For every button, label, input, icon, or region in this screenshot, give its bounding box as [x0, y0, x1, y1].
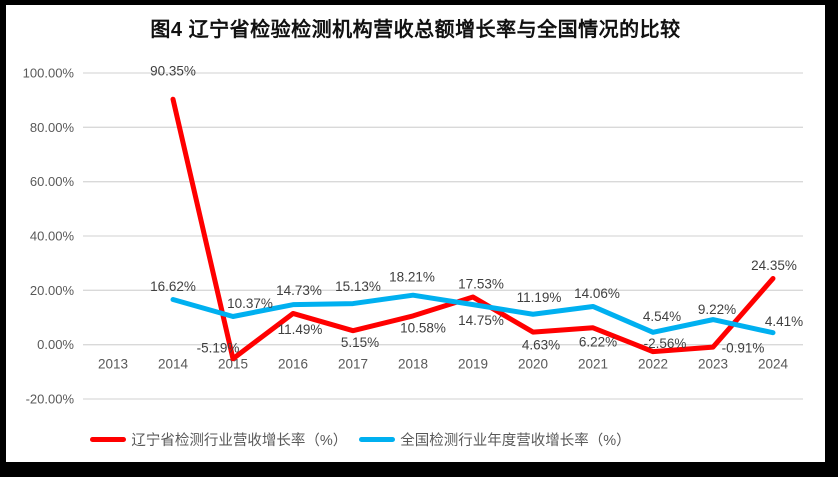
x-axis-tick-label: 2017 [338, 357, 368, 372]
y-axis-tick-label: -20.00% [26, 392, 75, 407]
data-label: 24.35% [751, 258, 797, 273]
legend-item-liaoning: 辽宁省检测行业营收增长率（%） [90, 429, 347, 450]
data-label: 10.37% [227, 296, 273, 311]
legend-item-national: 全国检测行业年度营收增长率（%） [359, 429, 631, 450]
national-series-line [170, 292, 776, 336]
y-axis-tick-label: 60.00% [30, 174, 75, 189]
data-label: -5.19% [197, 340, 240, 355]
data-label: 90.35% [150, 64, 196, 79]
data-label: 6.22% [579, 334, 617, 349]
data-label: 11.49% [278, 322, 323, 337]
data-label: 18.21% [389, 270, 435, 285]
data-label: 4.54% [643, 309, 681, 324]
x-axis-tick-label: 2021 [578, 357, 608, 372]
y-axis-tick-label: 80.00% [30, 120, 75, 135]
y-axis-tick-label: 0.00% [37, 337, 74, 352]
data-label: -0.91% [722, 341, 765, 356]
data-label: 16.62% [150, 279, 196, 294]
data-label: 14.06% [574, 286, 620, 301]
y-axis-tick-label: 100.00% [23, 66, 75, 81]
legend-label-liaoning: 辽宁省检测行业营收增长率（%） [131, 432, 348, 449]
x-axis-tick-label: 2020 [518, 357, 548, 372]
data-label: 17.53% [458, 277, 504, 292]
legend-label-national: 全国检测行业年度营收增长率（%） [400, 432, 631, 449]
data-label: 4.63% [522, 338, 560, 353]
data-label: 10.58% [400, 320, 446, 335]
chart-background-panel [6, 5, 825, 462]
data-label: 15.13% [335, 279, 381, 294]
x-axis-tick-label: 2018 [398, 357, 428, 372]
x-axis-tick-label: 2023 [698, 357, 728, 372]
data-label: 4.41% [765, 314, 803, 329]
data-label: 14.73% [276, 283, 322, 298]
liaoning-series-line [170, 96, 776, 362]
chart-title: 图4 辽宁省检验检测机构营收总额增长率与全国情况的比较 [150, 19, 681, 41]
data-label: 11.19% [517, 290, 562, 305]
data-label: 14.75% [458, 313, 504, 328]
x-axis-tick-label: 2013 [98, 357, 128, 372]
chart-legend: 辽宁省检测行业营收增长率（%） 全国检测行业年度营收增长率（%） [0, 426, 770, 452]
y-axis-tick-label: 20.00% [30, 283, 75, 298]
x-axis-tick-label: 2014 [158, 357, 189, 372]
x-axis-tick-label: 2022 [638, 357, 668, 372]
x-axis-tick-label: 2019 [458, 357, 488, 372]
legend-swatch-liaoning-red-line [90, 436, 127, 442]
x-axis-tick-label: 2016 [278, 357, 308, 372]
legend-swatch-national-blue-line [359, 436, 396, 442]
y-axis-tick-label: 40.00% [30, 229, 75, 244]
data-label: 5.15% [341, 335, 379, 350]
data-label: 9.22% [698, 302, 736, 317]
data-label: -2.56% [644, 336, 687, 351]
x-axis-tick-label: 2024 [758, 357, 789, 372]
x-axis-tick-label: 2015 [218, 357, 248, 372]
